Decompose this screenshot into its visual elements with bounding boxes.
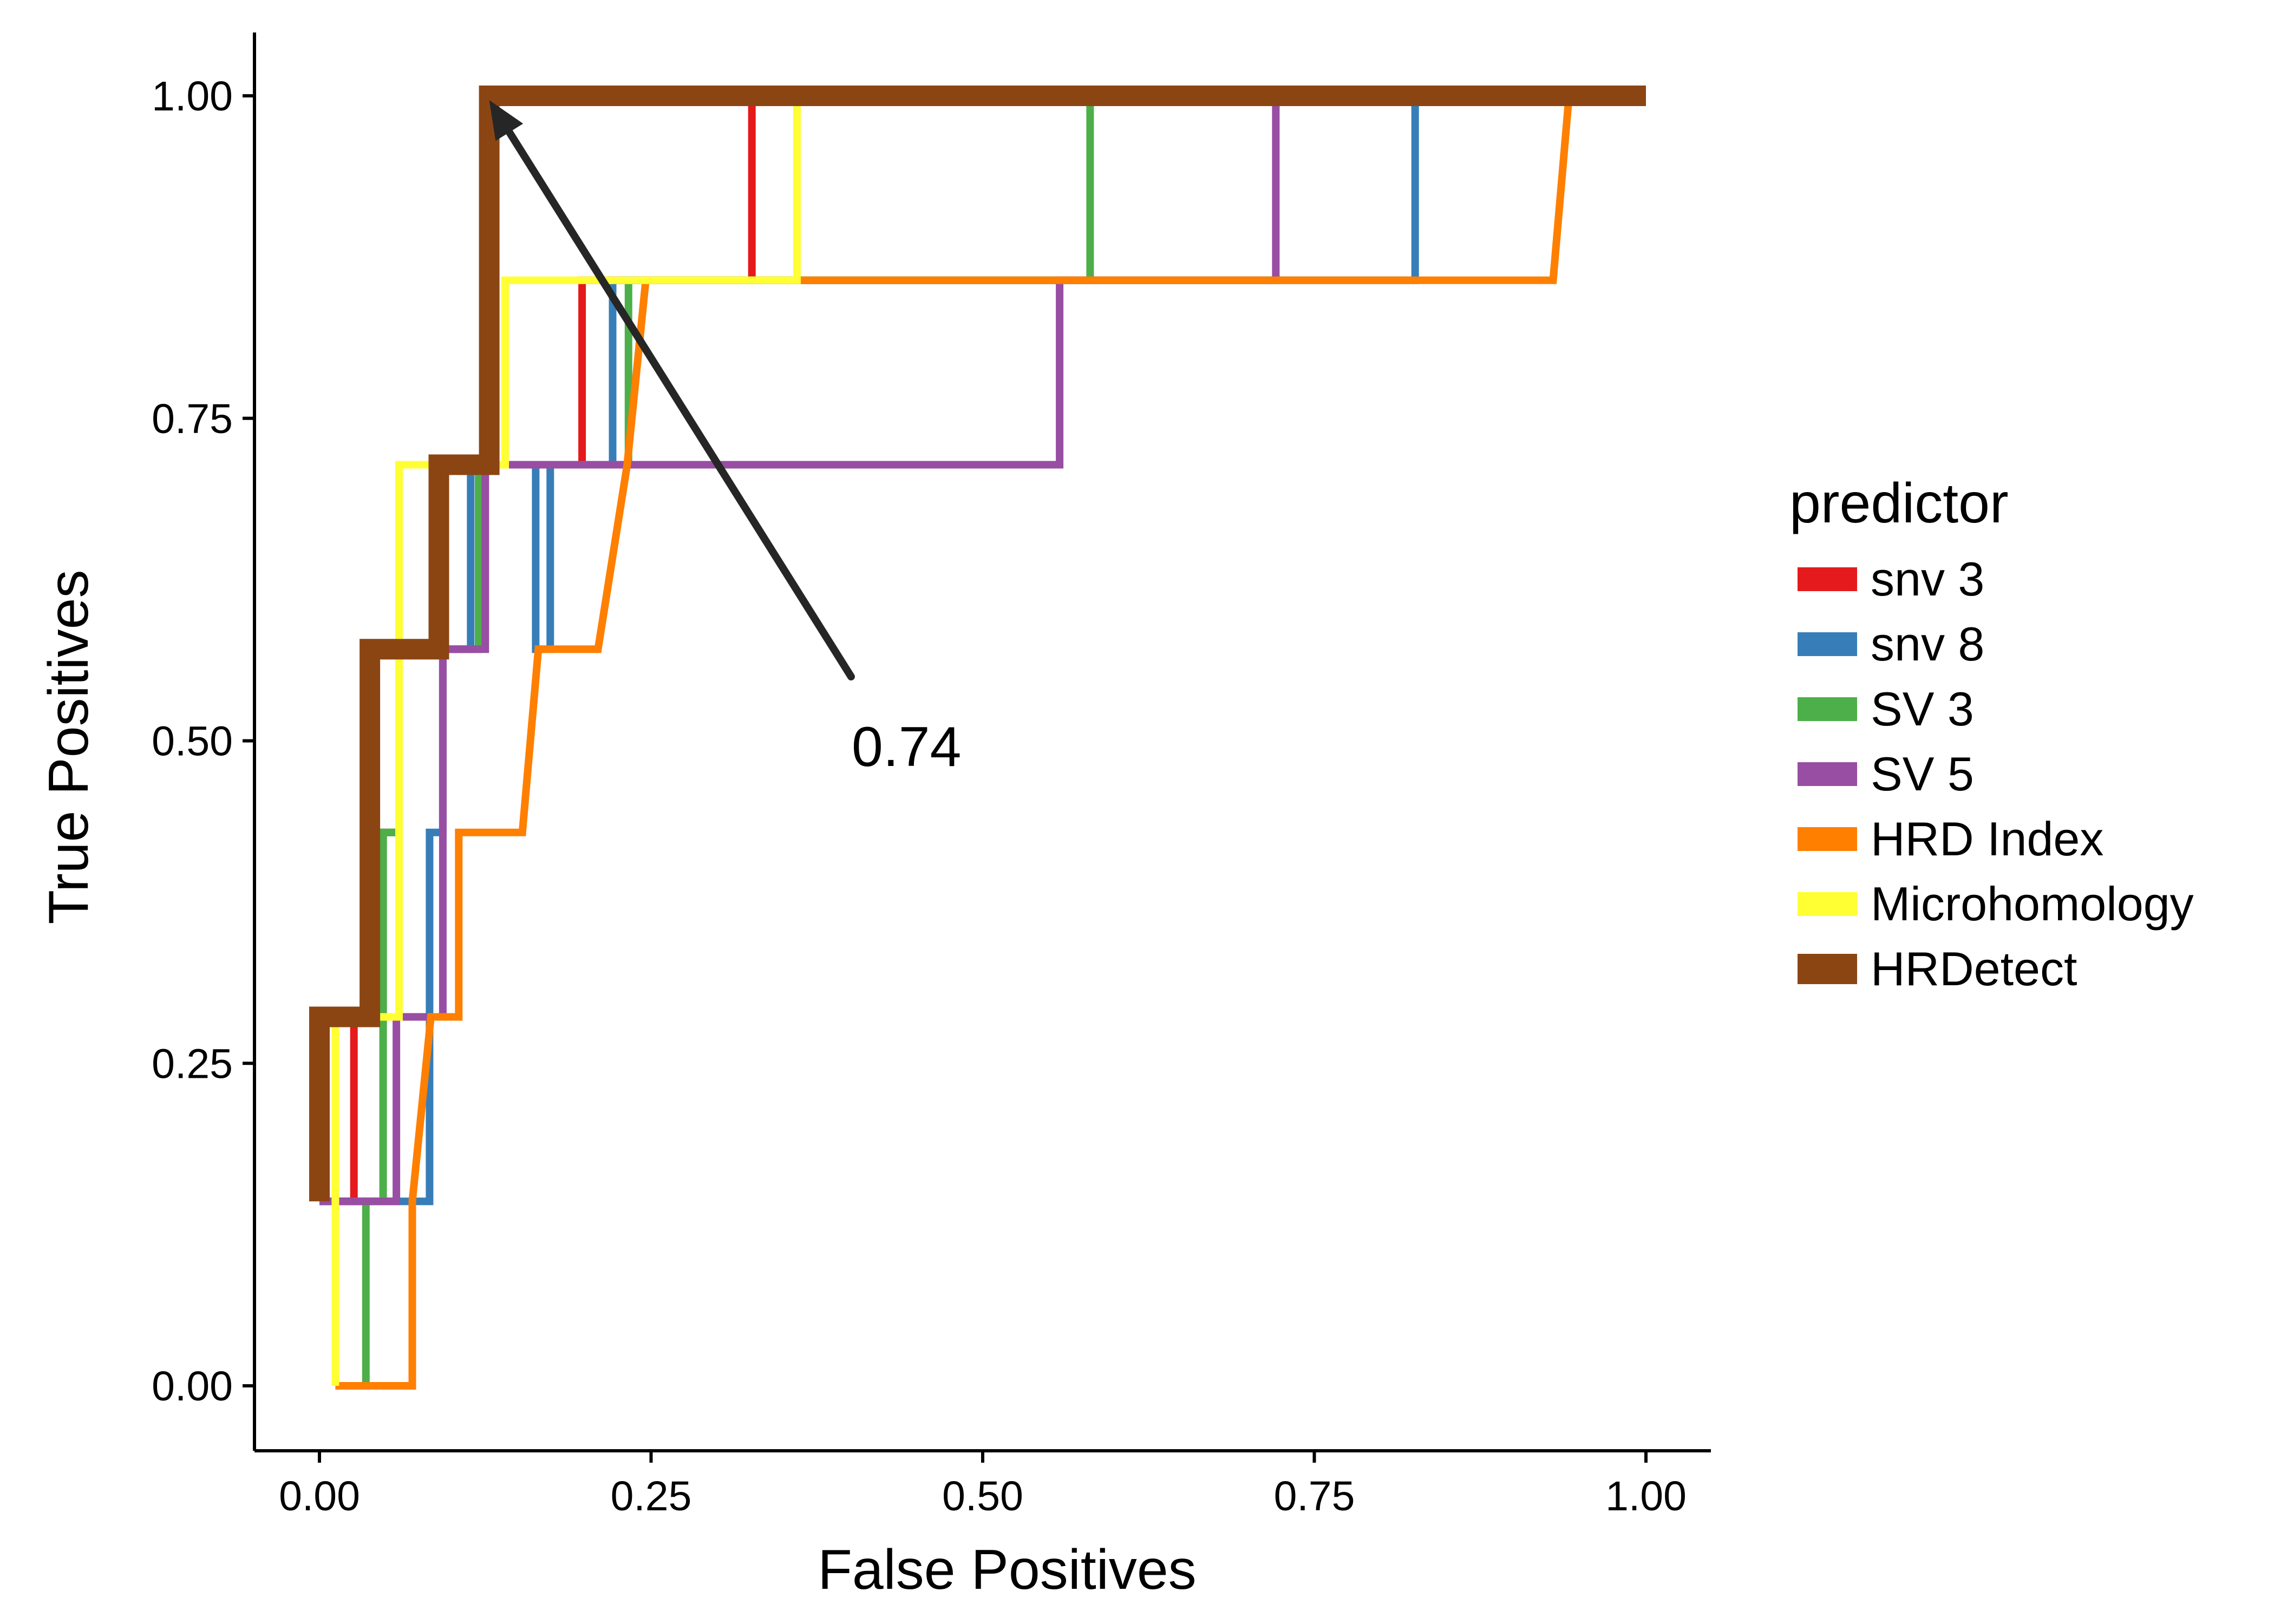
legend-label: HRD Index (1871, 812, 2103, 866)
x-tick-label: 1.00 (1605, 1473, 1687, 1520)
y-tick-label: 0.50 (152, 718, 233, 765)
legend-key-snv-3 (1798, 567, 1857, 591)
legend-key-microhomology (1798, 892, 1857, 916)
legend-label: Microhomology (1871, 877, 2194, 931)
y-tick-label: 0.00 (152, 1363, 233, 1410)
legend: predictor snv 3 snv 8 SV 3 SV 5 HRD Index Mic… (1789, 472, 2194, 996)
series-line-snv-3 (319, 92, 1646, 1206)
series-line-hrd-index (335, 92, 1646, 1390)
legend-label: SV 5 (1871, 747, 1974, 801)
y-tick-label: 0.75 (152, 396, 233, 442)
x-axis-title: False Positives (818, 1538, 1196, 1601)
series-line-sv-3 (362, 92, 1646, 1386)
annotation-arrow-head (489, 100, 524, 141)
legend-key-snv-8 (1798, 632, 1857, 656)
series-line-snv-8 (319, 92, 1646, 1206)
x-tick-label: 0.50 (942, 1473, 1023, 1520)
y-tick-label: 1.00 (152, 73, 233, 120)
legend-label: snv 3 (1871, 552, 1984, 606)
annotation: 0.74 (489, 100, 961, 778)
annotation-arrow (505, 128, 855, 680)
annotation-label: 0.74 (852, 716, 961, 778)
legend-title: predictor (1789, 472, 2009, 535)
series-layer (309, 86, 1646, 1390)
x-tick-label: 0.00 (279, 1473, 360, 1520)
x-tick-label: 0.25 (611, 1473, 692, 1520)
legend-key-sv-3 (1798, 697, 1857, 721)
legend-key-sv-5 (1798, 762, 1857, 786)
series-line-sv-5 (319, 92, 1646, 1206)
series-line-hrdetect (309, 86, 1646, 1202)
legend-key-hrd-index (1798, 827, 1857, 851)
x-tick-label: 0.75 (1274, 1473, 1355, 1520)
legend-label: snv 8 (1871, 617, 1984, 671)
legend-key-hrdetect (1798, 954, 1857, 984)
y-axis-title: True Positives (37, 569, 100, 924)
axes: 0.00 0.25 0.50 0.75 1.00 0.00 0.25 0.50 0.75 1.00 (152, 32, 1711, 1520)
legend-label: SV 3 (1871, 682, 1974, 736)
legend-label: HRDetect (1871, 942, 2077, 996)
y-tick-label: 0.25 (152, 1040, 233, 1087)
